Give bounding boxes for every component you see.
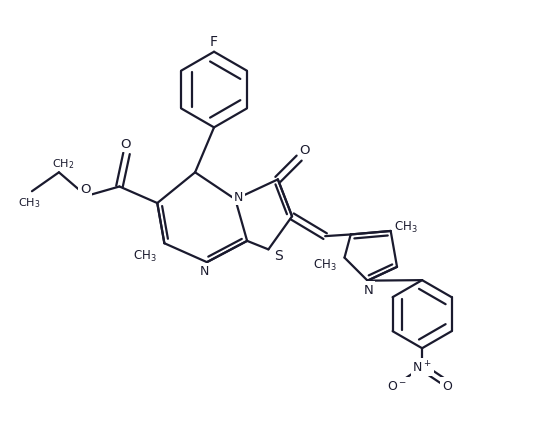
Text: O: O [120,138,131,151]
Text: F: F [210,35,218,49]
Text: N$^+$: N$^+$ [412,360,432,375]
Text: CH$_3$: CH$_3$ [18,195,41,209]
Text: CH$_3$: CH$_3$ [313,258,337,273]
Text: N: N [364,283,374,296]
Text: N: N [234,191,244,204]
Text: CH$_2$: CH$_2$ [51,157,74,170]
Text: O: O [80,183,91,196]
Text: N: N [200,265,209,277]
Text: O: O [442,379,452,391]
Text: O: O [300,144,310,157]
Text: O$^-$: O$^-$ [387,379,408,391]
Text: S: S [274,248,283,262]
Text: CH$_3$: CH$_3$ [394,219,418,234]
Text: CH$_3$: CH$_3$ [133,248,156,263]
